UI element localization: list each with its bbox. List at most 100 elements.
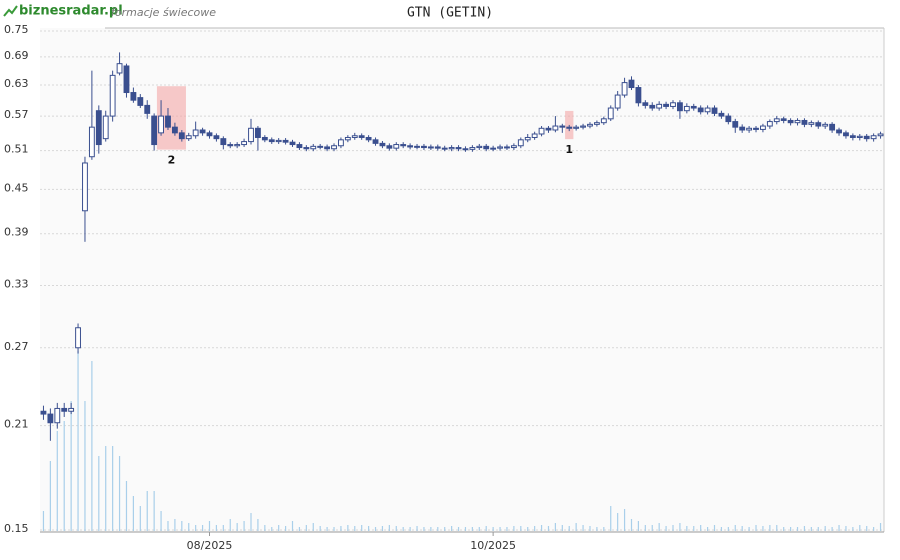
volume-bar: [603, 527, 605, 531]
volume-bar: [665, 526, 667, 531]
volume-bar: [845, 526, 847, 531]
candle-body: [365, 136, 372, 141]
candle-body: [109, 74, 116, 117]
volume-bar: [84, 401, 86, 531]
volume-bar: [264, 525, 266, 531]
candle-body: [849, 135, 856, 138]
volume-bar: [783, 527, 785, 531]
pattern-label: 2: [168, 154, 176, 167]
candle-body: [206, 132, 213, 137]
volume-bar: [132, 496, 134, 531]
candle-body: [158, 115, 164, 134]
candle-body: [746, 127, 753, 131]
candle-body: [40, 410, 47, 415]
volume-bar: [146, 491, 148, 531]
volume-bar: [755, 525, 757, 531]
candle-body: [427, 146, 434, 149]
volume-bar: [859, 525, 861, 531]
candle-body: [566, 126, 573, 129]
candle-body: [254, 127, 261, 138]
candle-body: [676, 102, 683, 112]
volume-bar: [368, 526, 370, 531]
volume-bar: [257, 519, 259, 531]
volume-bar: [817, 527, 819, 531]
volume-bar: [790, 527, 792, 531]
volume-bar: [838, 525, 840, 531]
volume-bar: [803, 526, 806, 531]
candle-body: [75, 327, 81, 349]
volume-bar: [402, 527, 404, 531]
candle-body: [144, 104, 151, 114]
volume-bar: [284, 526, 287, 531]
candle-body: [787, 119, 794, 124]
candle-body: [358, 135, 365, 138]
candle-body: [711, 107, 718, 114]
y-tick-label: 0.75: [4, 23, 29, 36]
volume-bar: [762, 526, 764, 531]
candle-body: [649, 104, 656, 109]
volume-bar: [471, 527, 473, 531]
volume-bar: [776, 525, 778, 531]
volume-bar: [748, 527, 750, 531]
candle-body: [185, 135, 192, 140]
volume-bar: [630, 519, 633, 531]
candle-body: [863, 135, 870, 140]
volume-bar: [298, 527, 301, 531]
volume-bar: [706, 527, 709, 531]
volume-bar: [513, 526, 515, 531]
volume-bar: [112, 446, 114, 531]
candle-body: [870, 135, 877, 140]
y-tick-label: 0.33: [4, 278, 29, 291]
volume-bar: [105, 446, 107, 531]
volume-bar: [499, 527, 501, 531]
candle-body: [517, 139, 524, 147]
candle-body: [116, 63, 123, 74]
x-tick-label: 08/2025: [187, 539, 233, 552]
volume-bar: [478, 527, 480, 531]
volume-bar: [49, 461, 51, 531]
candle-body: [400, 144, 407, 147]
candle-body: [192, 129, 199, 137]
candle-body: [344, 136, 351, 141]
volume-bar: [623, 509, 626, 531]
candle-body: [275, 139, 282, 143]
y-tick-label: 0.15: [4, 522, 29, 535]
volume-bar: [464, 527, 467, 531]
volume-bar: [291, 521, 294, 531]
volume-bar: [796, 527, 799, 531]
volume-bar: [769, 525, 771, 531]
candle-body: [220, 138, 227, 146]
candle-body: [102, 115, 109, 140]
candle-body: [441, 147, 448, 150]
candle-body: [171, 126, 178, 134]
candle-body: [718, 112, 725, 117]
candle-body: [663, 103, 670, 107]
subtitle: formacje świecowe: [111, 6, 216, 19]
candle-body: [165, 115, 171, 128]
candle-body: [393, 144, 400, 149]
logo: biznesradar.pl: [19, 4, 123, 19]
logo-icon: [3, 5, 18, 17]
volume-bar: [700, 525, 702, 531]
candle-body: [538, 127, 545, 135]
volume-bar: [527, 527, 529, 531]
candle-body: [766, 121, 773, 127]
volume-bar: [42, 511, 45, 531]
candle-body: [324, 146, 331, 150]
candle-body: [773, 118, 780, 123]
volume-bar: [423, 527, 425, 531]
volume-bar: [243, 521, 245, 531]
volume-bar: [831, 527, 833, 531]
volume-bar: [70, 401, 72, 531]
volume-bar: [672, 525, 674, 531]
candle-body: [829, 123, 836, 131]
volume-bar: [416, 526, 418, 531]
candle-body: [856, 135, 863, 138]
candle-body: [822, 123, 829, 127]
volume-bar: [167, 521, 169, 531]
volume-bar: [77, 351, 79, 531]
volume-bar: [333, 527, 335, 531]
candle-body: [82, 162, 88, 212]
volume-bar: [195, 525, 197, 531]
